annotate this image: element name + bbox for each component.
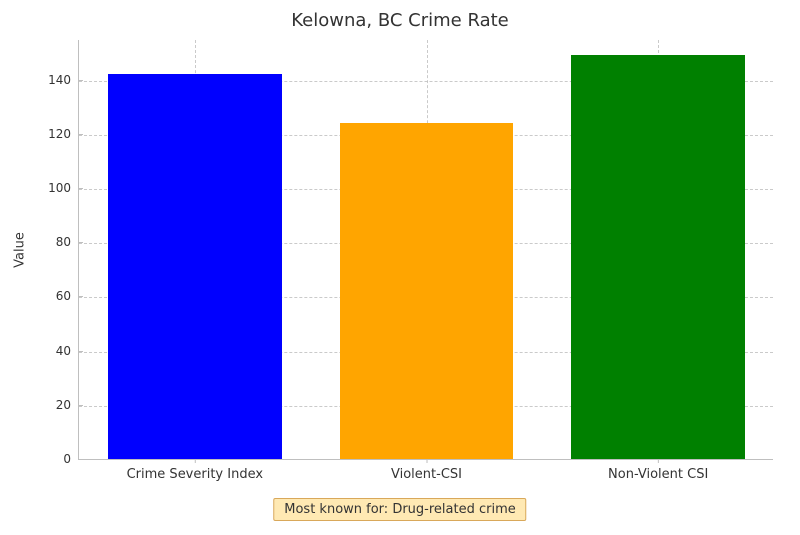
bar (571, 55, 745, 459)
y-tick-label: 140 (48, 73, 79, 87)
x-tick-label: Violent-CSI (391, 459, 462, 482)
y-tick-label: 80 (56, 235, 79, 249)
y-tick-label: 0 (63, 452, 79, 466)
y-tick-label: 20 (56, 398, 79, 412)
chart-container: Kelowna, BC Crime Rate Value 02040608010… (0, 0, 800, 535)
x-tick-label: Non-Violent CSI (608, 459, 708, 482)
y-tick-label: 100 (48, 181, 79, 195)
y-axis-label: Value (13, 232, 28, 268)
x-tick-label: Crime Severity Index (127, 459, 263, 482)
chart-caption: Most known for: Drug-related crime (273, 498, 526, 521)
bar (340, 123, 514, 459)
y-tick-label: 60 (56, 289, 79, 303)
chart-title: Kelowna, BC Crime Rate (0, 10, 800, 31)
y-tick-label: 120 (48, 127, 79, 141)
y-tick-label: 40 (56, 344, 79, 358)
bar (108, 74, 282, 459)
plot-area: 020406080100120140Crime Severity IndexVi… (78, 40, 773, 460)
